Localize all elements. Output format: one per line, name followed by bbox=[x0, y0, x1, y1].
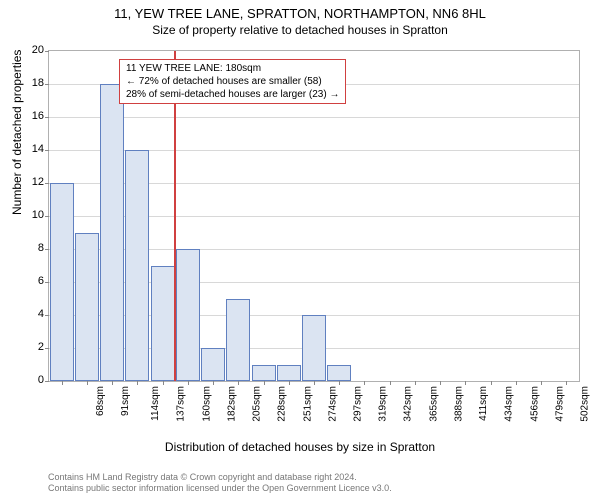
ytick-mark bbox=[45, 348, 49, 349]
ytick-mark bbox=[45, 249, 49, 250]
xtick-label: 411sqm bbox=[478, 386, 489, 421]
ytick-label: 8 bbox=[14, 242, 44, 254]
xtick-mark bbox=[314, 381, 315, 385]
xtick-label: 137sqm bbox=[176, 386, 187, 422]
xtick-mark bbox=[415, 381, 416, 385]
ytick-label: 16 bbox=[14, 110, 44, 122]
xtick-mark bbox=[465, 381, 466, 385]
ytick-mark bbox=[45, 282, 49, 283]
chart-subtitle: Size of property relative to detached ho… bbox=[0, 21, 600, 37]
xtick-mark bbox=[491, 381, 492, 385]
bar bbox=[226, 299, 250, 382]
xtick-mark bbox=[264, 381, 265, 385]
xtick-label: 479sqm bbox=[554, 386, 565, 422]
bar bbox=[50, 183, 74, 381]
ytick-mark bbox=[45, 51, 49, 52]
xtick-label: 456sqm bbox=[529, 386, 540, 422]
xtick-label: 182sqm bbox=[226, 386, 237, 422]
xtick-mark bbox=[137, 381, 138, 385]
annotation-line: 11 YEW TREE LANE: 180sqm bbox=[126, 62, 339, 75]
xtick-mark bbox=[289, 381, 290, 385]
xtick-mark bbox=[238, 381, 239, 385]
ytick-label: 12 bbox=[14, 176, 44, 188]
xtick-mark bbox=[541, 381, 542, 385]
xtick-label: 297sqm bbox=[353, 386, 364, 422]
ytick-label: 20 bbox=[14, 44, 44, 56]
xtick-label: 434sqm bbox=[504, 386, 515, 422]
ytick-mark bbox=[45, 84, 49, 85]
xtick-label: 319sqm bbox=[378, 386, 389, 422]
xtick-mark bbox=[516, 381, 517, 385]
ytick-mark bbox=[45, 315, 49, 316]
ytick-label: 0 bbox=[14, 374, 44, 386]
bar bbox=[125, 150, 149, 381]
ytick-mark bbox=[45, 216, 49, 217]
xtick-mark bbox=[364, 381, 365, 385]
ytick-mark bbox=[45, 117, 49, 118]
xtick-label: 205sqm bbox=[252, 386, 263, 422]
x-axis-label: Distribution of detached houses by size … bbox=[0, 440, 600, 454]
xtick-label: 274sqm bbox=[327, 386, 338, 422]
xtick-label: 388sqm bbox=[454, 386, 465, 422]
xtick-mark bbox=[566, 381, 567, 385]
annotation-box: 11 YEW TREE LANE: 180sqm← 72% of detache… bbox=[119, 59, 346, 104]
ytick-label: 2 bbox=[14, 341, 44, 353]
xtick-label: 228sqm bbox=[277, 386, 288, 422]
bar bbox=[151, 266, 175, 382]
chart-title: 11, YEW TREE LANE, SPRATTON, NORTHAMPTON… bbox=[0, 0, 600, 21]
bar bbox=[201, 348, 225, 381]
gridline bbox=[49, 117, 579, 118]
ytick-label: 18 bbox=[14, 77, 44, 89]
chart-plot-area: 11 YEW TREE LANE: 180sqm← 72% of detache… bbox=[48, 50, 580, 382]
ytick-label: 4 bbox=[14, 308, 44, 320]
ytick-mark bbox=[45, 183, 49, 184]
xtick-label: 91sqm bbox=[120, 386, 131, 416]
xtick-mark bbox=[188, 381, 189, 385]
ytick-label: 10 bbox=[14, 209, 44, 221]
ytick-label: 14 bbox=[14, 143, 44, 155]
footer-line2: Contains public sector information licen… bbox=[48, 483, 392, 494]
xtick-mark bbox=[390, 381, 391, 385]
xtick-label: 68sqm bbox=[95, 386, 106, 416]
xtick-label: 365sqm bbox=[428, 386, 439, 422]
ytick-mark bbox=[45, 381, 49, 382]
xtick-label: 160sqm bbox=[201, 386, 212, 422]
xtick-mark bbox=[87, 381, 88, 385]
bar bbox=[277, 365, 301, 382]
xtick-mark bbox=[213, 381, 214, 385]
ytick-label: 6 bbox=[14, 275, 44, 287]
xtick-mark bbox=[163, 381, 164, 385]
annotation-line: 28% of semi-detached houses are larger (… bbox=[126, 88, 339, 101]
chart-container: 11, YEW TREE LANE, SPRATTON, NORTHAMPTON… bbox=[0, 0, 600, 500]
xtick-mark bbox=[112, 381, 113, 385]
ytick-mark bbox=[45, 150, 49, 151]
xtick-label: 251sqm bbox=[302, 386, 313, 422]
chart-footer: Contains HM Land Registry data © Crown c… bbox=[48, 472, 392, 494]
footer-line1: Contains HM Land Registry data © Crown c… bbox=[48, 472, 392, 483]
xtick-label: 342sqm bbox=[403, 386, 414, 422]
xtick-label: 502sqm bbox=[580, 386, 591, 422]
bar bbox=[327, 365, 351, 382]
bar bbox=[252, 365, 276, 382]
xtick-mark bbox=[339, 381, 340, 385]
annotation-line: ← 72% of detached houses are smaller (58… bbox=[126, 75, 339, 88]
xtick-mark bbox=[62, 381, 63, 385]
bar bbox=[302, 315, 326, 381]
bar bbox=[176, 249, 200, 381]
bar bbox=[100, 84, 124, 381]
y-axis-label: Number of detached properties bbox=[10, 50, 24, 215]
bar bbox=[75, 233, 99, 382]
xtick-mark bbox=[440, 381, 441, 385]
xtick-label: 114sqm bbox=[150, 386, 161, 421]
